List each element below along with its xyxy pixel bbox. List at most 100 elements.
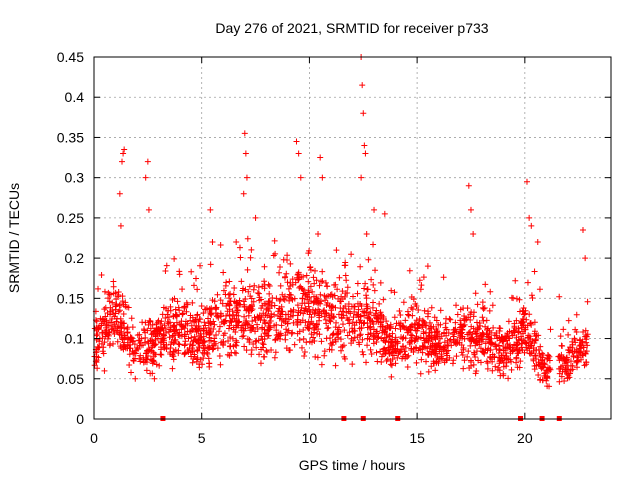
data-point: [112, 310, 119, 317]
data-point: [181, 303, 188, 310]
data-point: [245, 322, 252, 329]
data-point: [122, 299, 129, 306]
data-point: [426, 319, 433, 326]
data-point: [119, 334, 126, 341]
data-point: [153, 324, 160, 331]
data-point: [329, 339, 336, 346]
data-point: [305, 287, 312, 294]
data-point: [389, 330, 396, 337]
data-point: [473, 337, 480, 344]
data-point: [300, 310, 307, 317]
data-point: [570, 353, 577, 360]
data-point: [392, 325, 399, 332]
data-point: [419, 349, 426, 356]
data-point: [187, 317, 194, 324]
data-point: [406, 267, 413, 274]
data-point: [263, 347, 270, 354]
data-point: [528, 292, 535, 299]
data-point: [435, 340, 442, 347]
data-point: [289, 276, 296, 283]
data-point: [349, 361, 356, 368]
data-point: [397, 311, 404, 318]
data-point: [479, 299, 486, 306]
x-axis-label: GPS time / hours: [299, 457, 406, 473]
data-point: [474, 326, 481, 333]
data-point: [110, 290, 117, 297]
data-point: [315, 326, 322, 333]
data-point: [299, 295, 306, 302]
data-point: [194, 348, 201, 355]
data-point: [436, 346, 443, 353]
data-point: [537, 343, 544, 350]
data-point: [217, 242, 224, 249]
data-point: [505, 375, 512, 382]
data-point: [486, 307, 493, 314]
data-point: [565, 317, 572, 324]
data-point: [307, 267, 314, 274]
data-point: [367, 331, 374, 338]
data-point: [243, 347, 250, 354]
data-point: [443, 357, 450, 364]
data-point: [328, 346, 335, 353]
data-point: [262, 320, 269, 327]
data-point: [539, 377, 546, 384]
data-point: [369, 304, 376, 311]
data-point: [241, 343, 248, 350]
data-point: [197, 316, 204, 323]
data-point: [345, 300, 352, 307]
data-point: [188, 322, 195, 329]
data-point: [284, 320, 291, 327]
data-point: [368, 350, 375, 357]
data-point: [411, 345, 418, 352]
data-point: [137, 358, 144, 365]
data-point: [220, 332, 227, 339]
y-tick-label: 0.35: [57, 129, 84, 145]
data-point: [260, 341, 267, 348]
data-point: [259, 283, 266, 290]
data-point: [186, 345, 193, 352]
data-point: [560, 326, 567, 333]
data-point: [268, 310, 275, 317]
data-point: [153, 361, 160, 368]
data-point: [342, 259, 349, 266]
data-point: [95, 285, 102, 292]
peak-point: [295, 150, 302, 157]
data-point: [206, 334, 213, 341]
data-point: [127, 345, 134, 352]
data-point: [326, 302, 333, 309]
data-point: [512, 342, 519, 349]
data-point: [508, 358, 515, 365]
data-point: [464, 305, 471, 312]
data-point: [101, 288, 108, 295]
data-point: [370, 281, 377, 288]
data-point: [282, 315, 289, 322]
data-point: [227, 290, 234, 297]
data-point: [333, 247, 340, 254]
y-axis-label: SRMTID / TECUs: [6, 183, 22, 293]
data-point: [151, 328, 158, 335]
data-point: [336, 274, 343, 281]
data-point: [373, 307, 380, 314]
data-point: [242, 325, 249, 332]
data-point: [276, 305, 283, 312]
data-point: [264, 305, 271, 312]
data-point: [226, 322, 233, 329]
data-point: [318, 361, 325, 368]
data-point: [243, 318, 250, 325]
data-point: [458, 342, 465, 349]
data-point: [339, 308, 346, 315]
data-point: [519, 330, 526, 337]
data-point: [281, 274, 288, 281]
data-point: [149, 357, 156, 364]
data-point: [492, 363, 499, 370]
data-point: [413, 335, 420, 342]
data-point: [386, 350, 393, 357]
data-point: [398, 346, 405, 353]
data-point: [93, 324, 100, 331]
data-point: [547, 366, 554, 373]
data-point: [306, 338, 313, 345]
data-point: [519, 316, 526, 323]
data-point: [447, 316, 454, 323]
data-point: [218, 311, 225, 318]
